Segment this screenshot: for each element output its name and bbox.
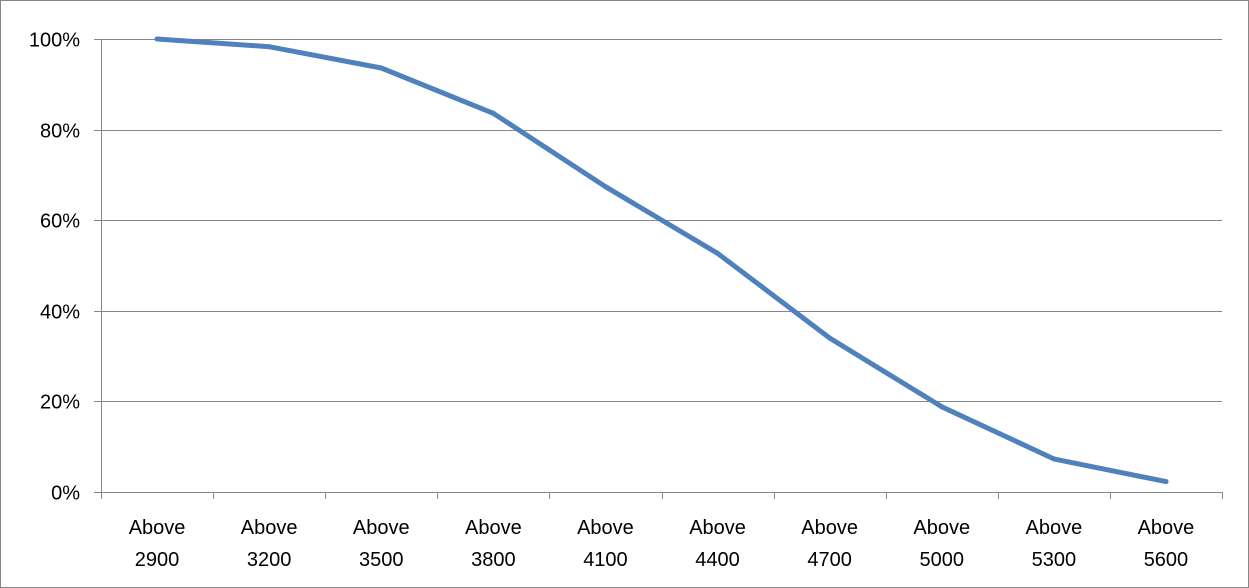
x-tick-label: Above (465, 517, 522, 539)
data-point (490, 110, 496, 116)
x-tick-label: Above (241, 517, 298, 539)
x-tick-label: 3200 (247, 549, 292, 571)
y-tick-label: 20% (40, 392, 80, 414)
x-tick-label: 4700 (807, 549, 852, 571)
data-point (1051, 456, 1057, 462)
x-tick-label: Above (1025, 517, 1082, 539)
x-tick-label: Above (577, 517, 634, 539)
x-tick-label: 3500 (359, 549, 404, 571)
y-tick-label: 80% (40, 121, 80, 143)
y-tick-label: 40% (40, 302, 80, 324)
data-point (1163, 479, 1169, 485)
series-layer (154, 36, 1169, 485)
x-tick-label: 5000 (920, 549, 965, 571)
data-point (154, 36, 160, 42)
data-point (603, 184, 608, 190)
y-tick-labels: 0% 20% 40% 60% 80% 100% (29, 30, 80, 505)
x-tick-label: 4400 (695, 549, 740, 571)
x-tick-label: Above (801, 517, 858, 539)
data-point (827, 335, 833, 341)
x-tick-label: Above (1138, 517, 1195, 539)
series-line (154, 36, 1169, 485)
x-tick-label: Above (353, 517, 410, 539)
x-tick-label: 5600 (1144, 549, 1189, 571)
x-tick-label: 2900 (135, 549, 180, 571)
data-point (715, 250, 720, 256)
x-tick-labels: Above 2900 Above 3200 Above 3500 Above 3800 Abov… (129, 517, 1195, 571)
axes (94, 39, 1223, 499)
y-tick-label: 60% (40, 211, 80, 233)
y-tick-label: 0% (51, 483, 80, 505)
x-tick-label: 5300 (1032, 549, 1077, 571)
data-point (378, 65, 384, 71)
x-tick-label: 3800 (471, 549, 516, 571)
x-tick-label: Above (129, 517, 186, 539)
x-tick-label: 4100 (583, 549, 628, 571)
y-tick-label: 100% (29, 30, 80, 52)
data-point (266, 44, 272, 50)
x-tick-label: Above (913, 517, 970, 539)
x-tick-label: Above (689, 517, 746, 539)
data-point (939, 404, 945, 410)
